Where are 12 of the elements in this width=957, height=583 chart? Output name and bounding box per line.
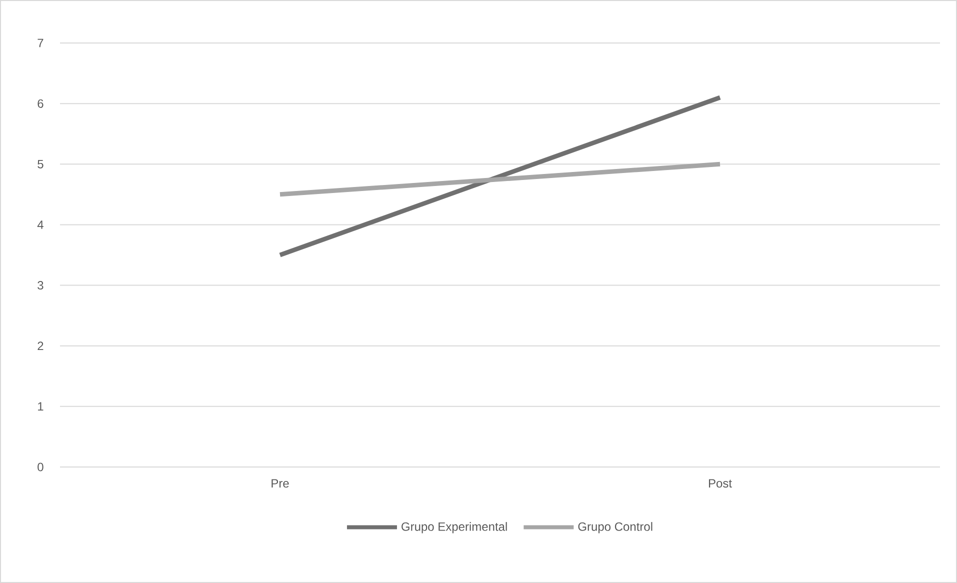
x-tick-label: Pre	[272, 479, 289, 488]
y-tick-label: 4	[37, 220, 44, 229]
y-tick-label: 5	[38, 160, 44, 168]
y-tick-label: 0	[38, 462, 44, 472]
y-tick-label: 3	[38, 281, 44, 290]
x-tick-label: Post	[708, 479, 732, 488]
legend-label: Grupo Experimental	[402, 522, 507, 534]
y-tick-label: 2	[38, 342, 44, 350]
legend-label: Grupo Control	[578, 522, 652, 534]
y-tick-label: 7	[38, 38, 44, 48]
y-tick-label: 6	[38, 99, 44, 108]
y-tick-label: 1	[38, 402, 44, 411]
